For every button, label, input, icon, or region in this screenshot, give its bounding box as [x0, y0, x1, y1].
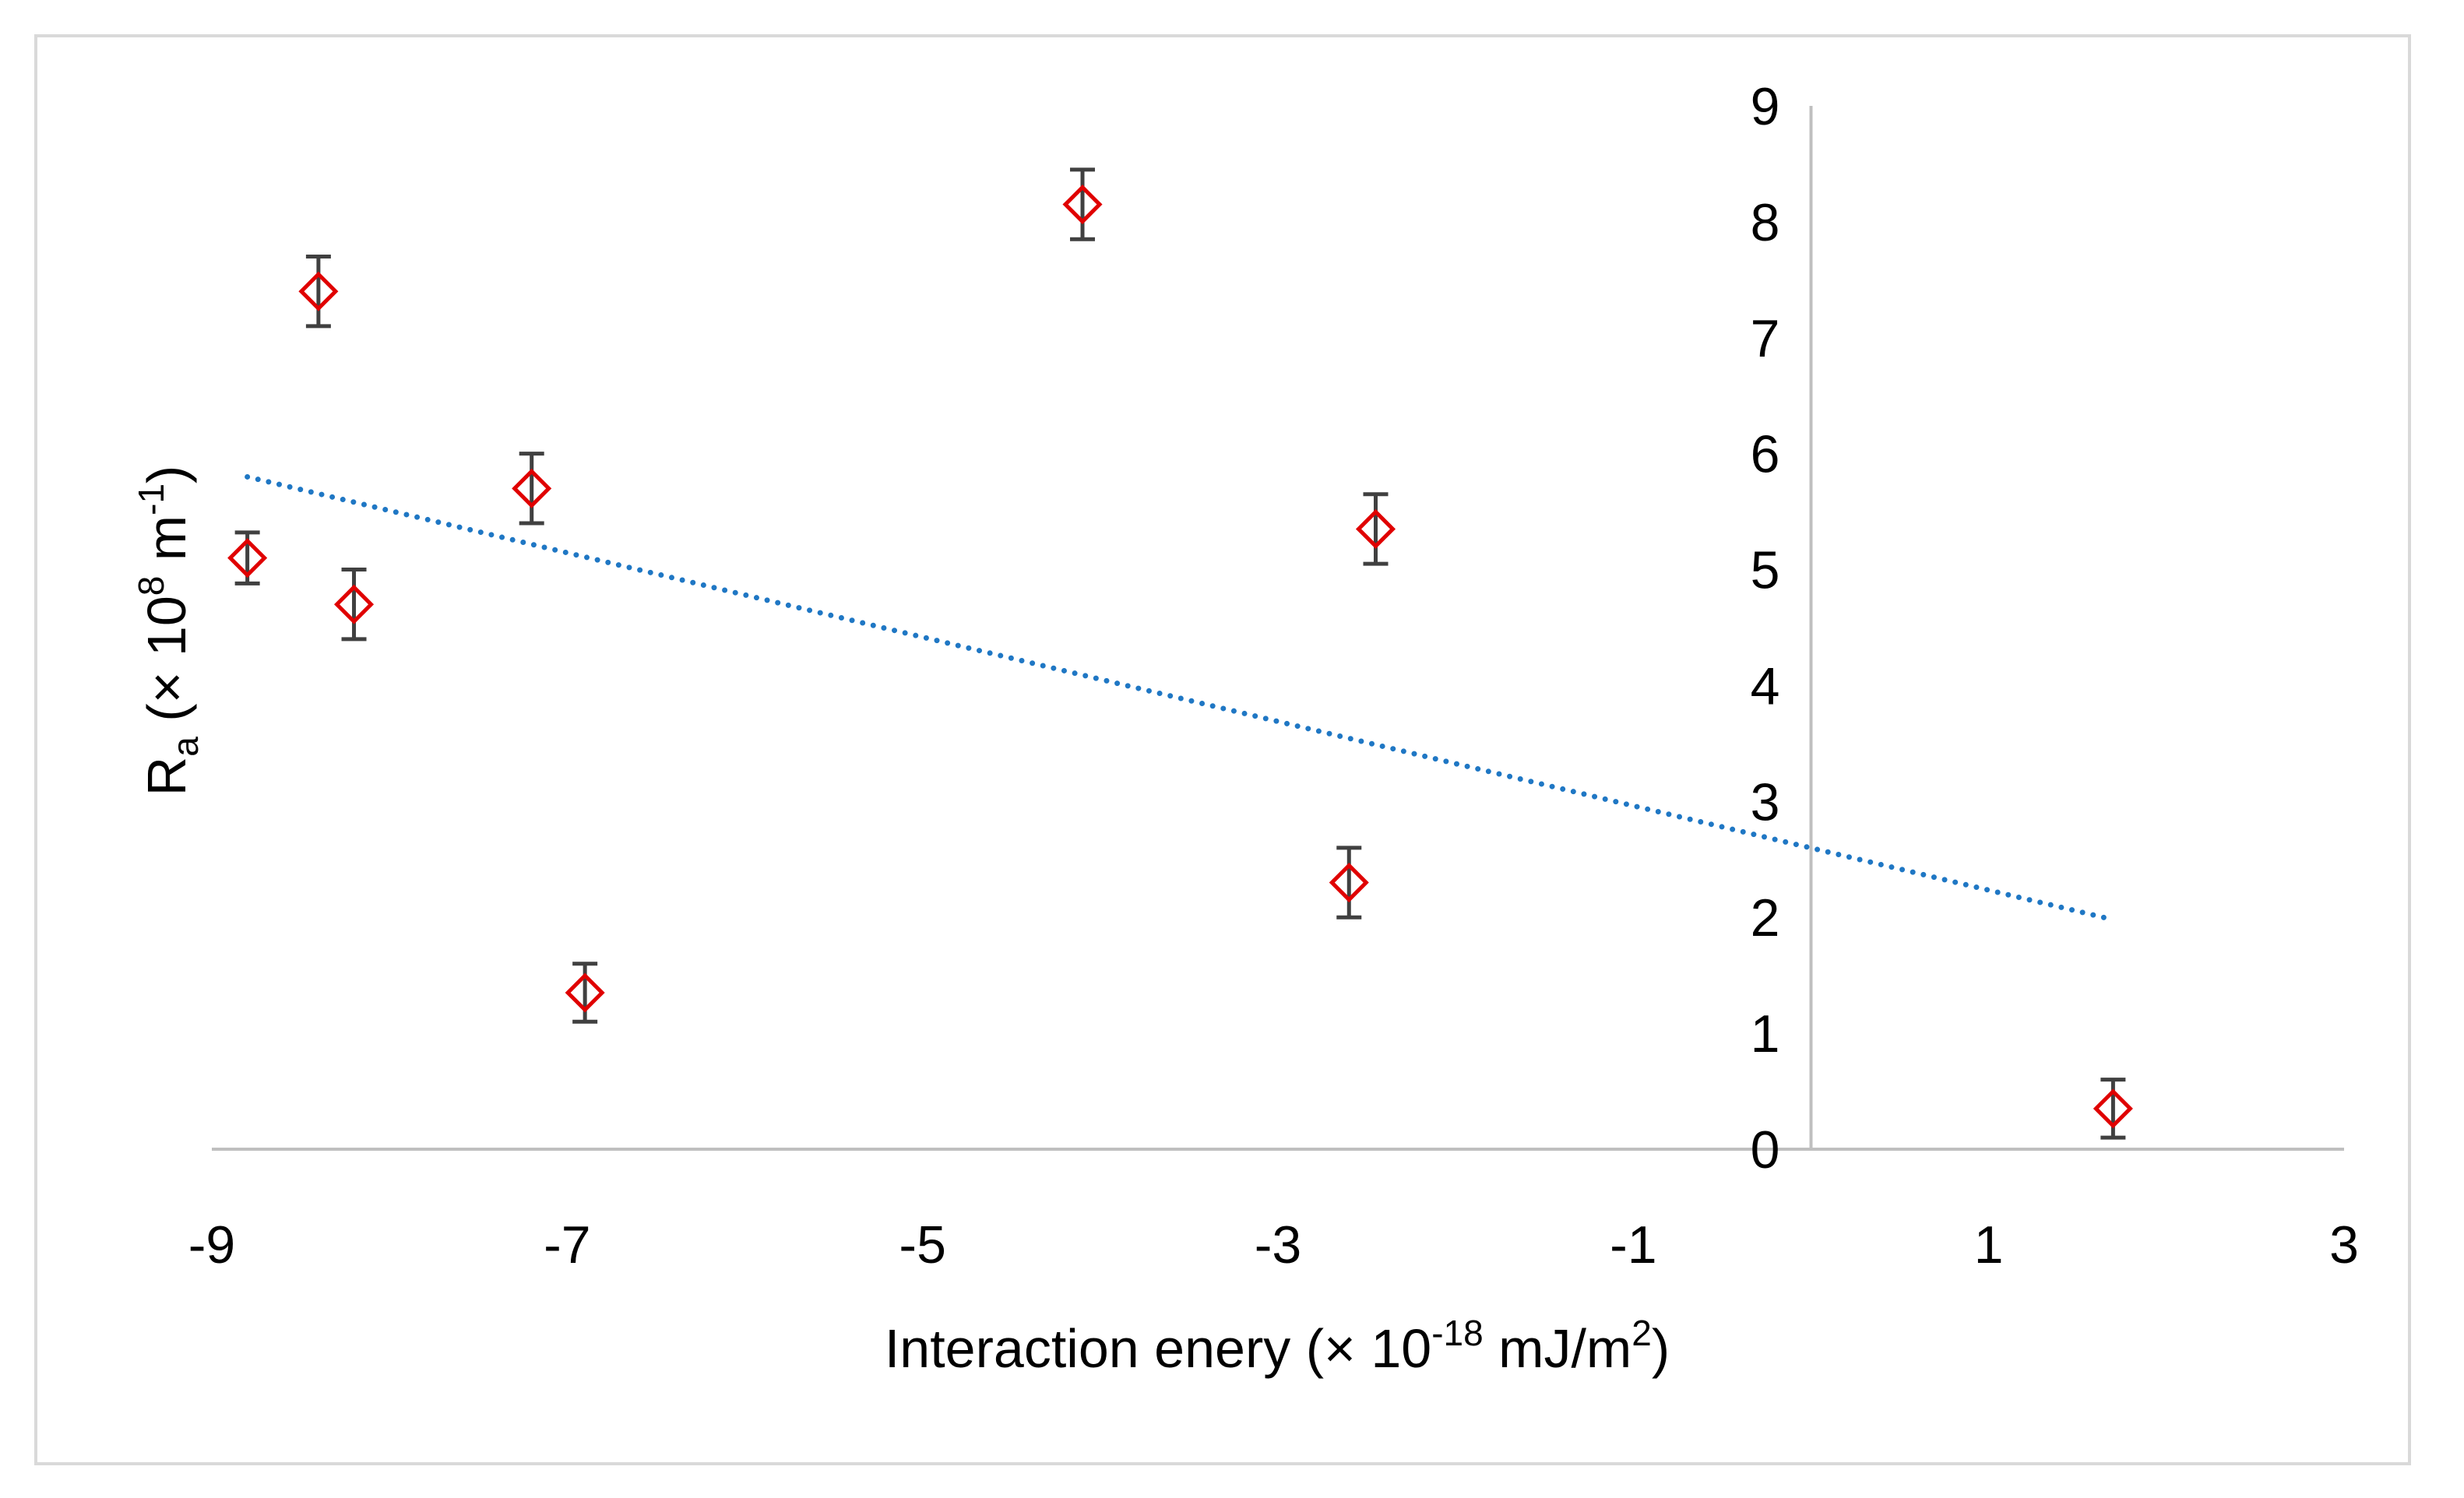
x-axis-title-main: Interaction enery (× 10 — [885, 1318, 1431, 1379]
chart-frame — [34, 34, 2411, 1465]
y-tick-label: 7 — [1751, 309, 1780, 368]
y-tick-label: 2 — [1751, 888, 1780, 948]
data-point — [565, 962, 605, 1024]
x-axis-title-exp: -18 — [1431, 1313, 1483, 1353]
axes — [212, 106, 2344, 1151]
x-axis-title-close: ) — [1652, 1318, 1670, 1379]
data-points — [227, 167, 2133, 1140]
tick-labels: -9 -7 -5 -3 -1 1 3 0 1 2 3 4 5 6 7 8 9 — [188, 77, 2359, 1275]
x-tick-label: -1 — [1610, 1215, 1656, 1275]
trendline — [245, 473, 2116, 923]
data-point — [1355, 492, 1396, 566]
diamond-marker — [298, 271, 339, 311]
data-point — [298, 255, 339, 329]
y-axis-title-unit: m — [136, 515, 197, 576]
y-axis-title-sub: a — [165, 737, 206, 757]
x-tick-label: -7 — [544, 1215, 590, 1275]
data-point — [2093, 1078, 2133, 1140]
diamond-marker — [2093, 1088, 2133, 1129]
y-tick-label: 8 — [1751, 193, 1780, 252]
y-axis-title-unit-exp: -1 — [131, 484, 171, 515]
diamond-marker — [333, 584, 375, 624]
y-axis-title-mid: (× 10 — [136, 596, 197, 737]
data-point — [1329, 846, 1369, 920]
x-tick-label: -5 — [899, 1215, 945, 1275]
y-tick-label: 9 — [1751, 77, 1780, 136]
data-point — [1062, 167, 1103, 241]
y-axis-title: Ra (× 108 m-1) — [131, 466, 206, 796]
x-axis-title-unit-exp: 2 — [1632, 1313, 1652, 1353]
y-tick-label: 4 — [1751, 656, 1780, 716]
trendline-group — [245, 473, 2116, 923]
y-tick-label: 6 — [1751, 425, 1780, 484]
data-point — [512, 452, 552, 526]
y-axis-title-close: ) — [136, 466, 197, 484]
diamond-marker — [227, 538, 268, 578]
diamond-marker — [565, 972, 605, 1013]
data-point — [333, 568, 375, 642]
x-tick-label: -9 — [188, 1215, 235, 1275]
diamond-marker — [1355, 508, 1396, 549]
x-tick-label: 3 — [2329, 1215, 2359, 1275]
y-tick-label: 1 — [1751, 1004, 1780, 1064]
diamond-marker — [1062, 185, 1103, 225]
diamond-marker — [512, 468, 552, 508]
x-axis-title: Interaction enery (× 10-18 mJ/m2) — [885, 1313, 1670, 1379]
diamond-marker — [1329, 863, 1369, 903]
x-axis-title-unit: mJ/m — [1484, 1318, 1632, 1379]
y-tick-label: 5 — [1751, 541, 1780, 600]
y-axis-title-exp: 8 — [131, 576, 171, 596]
y-tick-label: 3 — [1751, 772, 1780, 832]
x-tick-label: 1 — [1974, 1215, 2004, 1275]
y-tick-label: 0 — [1751, 1120, 1780, 1180]
y-axis-title-main: R — [136, 757, 197, 796]
data-point — [227, 530, 268, 585]
x-tick-label: -3 — [1255, 1215, 1301, 1275]
